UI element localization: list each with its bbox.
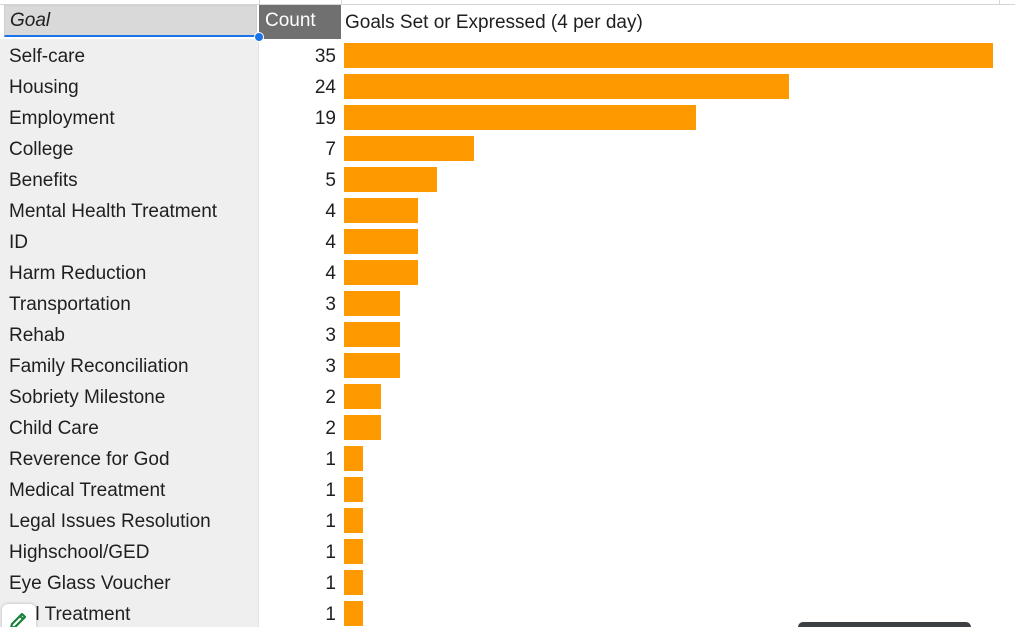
pencil-icon bbox=[10, 612, 27, 627]
goal-cell[interactable]: Employment bbox=[9, 108, 115, 129]
goal-cell[interactable]: Housing bbox=[9, 77, 79, 98]
chart-bar bbox=[344, 167, 437, 192]
goal-cell[interactable]: Harm Reduction bbox=[9, 263, 147, 284]
goal-cell[interactable]: Benefits bbox=[9, 170, 78, 191]
count-cell[interactable]: 3 bbox=[325, 356, 336, 377]
selection-fill-handle[interactable] bbox=[254, 32, 264, 42]
count-cell[interactable]: 1 bbox=[325, 573, 336, 594]
goal-cell[interactable]: Rehab bbox=[9, 325, 65, 346]
chart-bar bbox=[344, 74, 789, 99]
count-cell[interactable]: 4 bbox=[325, 232, 336, 253]
chart-bar bbox=[344, 353, 400, 378]
chart-bar bbox=[344, 601, 363, 626]
count-cell[interactable]: 3 bbox=[325, 294, 336, 315]
count-cell[interactable]: 1 bbox=[325, 542, 336, 563]
chart-bar bbox=[344, 105, 696, 130]
bottom-toolbar-stub bbox=[798, 622, 971, 627]
count-cell[interactable]: 19 bbox=[314, 108, 336, 129]
goal-cell[interactable]: Mental Health Treatment bbox=[9, 201, 218, 222]
goal-cell[interactable]: Self-care bbox=[9, 46, 86, 67]
chart-bar bbox=[344, 43, 993, 68]
goal-cell[interactable]: College bbox=[9, 139, 74, 160]
count-cell[interactable]: 1 bbox=[325, 604, 336, 625]
goal-cell[interactable]: Medical Treatment bbox=[9, 480, 166, 501]
chart-bar bbox=[344, 415, 381, 440]
chart-bar bbox=[344, 291, 400, 316]
column-b-background bbox=[259, 39, 341, 627]
count-cell[interactable]: 1 bbox=[325, 480, 336, 501]
goal-cell[interactable]: ntal Treatment bbox=[9, 604, 131, 625]
goal-cell[interactable]: Transportation bbox=[9, 294, 131, 315]
chart-bar bbox=[344, 446, 363, 471]
goal-cell[interactable]: Eye Glass Voucher bbox=[9, 573, 171, 594]
goal-cell[interactable]: Family Reconciliation bbox=[9, 356, 189, 377]
count-cell[interactable]: 4 bbox=[325, 263, 336, 284]
grid-top-edge bbox=[0, 0, 1015, 5]
count-cell[interactable]: 3 bbox=[325, 325, 336, 346]
count-cell[interactable]: 4 bbox=[325, 201, 336, 222]
chart-bar bbox=[344, 229, 418, 254]
goal-cell[interactable]: Highschool/GED bbox=[9, 542, 150, 563]
chart-bar bbox=[344, 384, 381, 409]
count-cell[interactable]: 35 bbox=[314, 46, 336, 67]
count-cell[interactable]: 2 bbox=[325, 418, 336, 439]
count-cell[interactable]: 1 bbox=[325, 511, 336, 532]
chart-bar bbox=[344, 322, 400, 347]
count-cell[interactable]: 24 bbox=[314, 77, 336, 98]
count-cell[interactable]: 7 bbox=[325, 139, 336, 160]
chart-bar bbox=[344, 136, 474, 161]
edit-button[interactable] bbox=[2, 604, 36, 627]
goal-cell[interactable]: ID bbox=[9, 232, 28, 253]
header-cell-goal[interactable]: Goal bbox=[4, 5, 257, 37]
chart-bar bbox=[344, 198, 418, 223]
chart-bar bbox=[344, 539, 363, 564]
chart-bar bbox=[344, 477, 363, 502]
header-cell-count[interactable]: Count bbox=[259, 5, 341, 39]
goal-cell[interactable]: Sobriety Milestone bbox=[9, 387, 166, 408]
count-cell[interactable]: 1 bbox=[325, 449, 336, 470]
chart-bar bbox=[344, 260, 418, 285]
count-cell[interactable]: 2 bbox=[325, 387, 336, 408]
chart-bar bbox=[344, 570, 363, 595]
goal-cell[interactable]: Reverence for God bbox=[9, 449, 170, 470]
goal-cell[interactable]: Legal Issues Resolution bbox=[9, 511, 211, 532]
goal-cell[interactable]: Child Care bbox=[9, 418, 99, 439]
column-a-background bbox=[0, 39, 259, 627]
chart-title: Goals Set or Expressed (4 per day) bbox=[345, 12, 643, 33]
count-cell[interactable]: 5 bbox=[325, 170, 336, 191]
chart-bar bbox=[344, 508, 363, 533]
